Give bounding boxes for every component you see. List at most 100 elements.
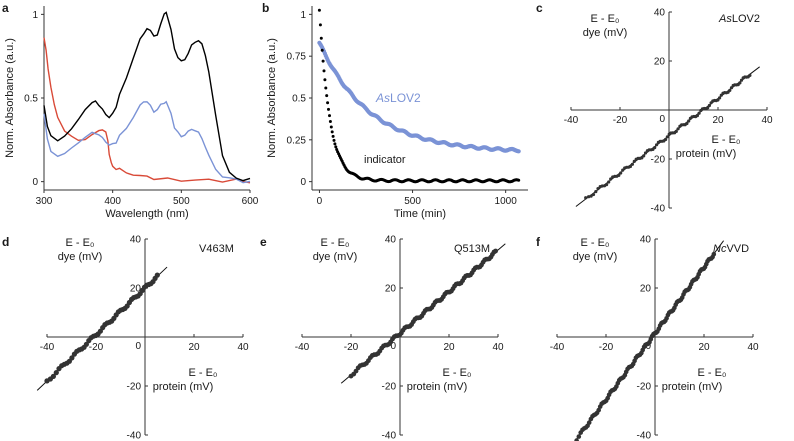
kinetics-point-indicator [326, 101, 330, 105]
kinetics-point-indicator [324, 86, 328, 90]
panel-c-xtick-label: 20 [712, 115, 724, 126]
panel-e-xtick-label: -40 [295, 342, 310, 353]
kinetics-point-indicator [317, 8, 321, 12]
panel-f-point [586, 420, 592, 425]
panel-c-point [584, 196, 588, 200]
panel-e: -40 -40 -20 -20 0 20 20 40 40 e Q513M E - E₀ dye (mV… [260, 235, 506, 441]
panel-d-point [53, 370, 59, 376]
panel-e-xtick-label: 40 [492, 342, 504, 353]
panel-a-xtick-label: 500 [173, 196, 190, 207]
panel-d-point [83, 341, 89, 347]
panel-e-ytick-label: -20 [382, 382, 397, 393]
panel-b-letter: b [262, 1, 269, 15]
kinetics-point-indicator [327, 107, 330, 111]
panel-d-ytick-label: -20 [127, 382, 142, 393]
panel-c-point [729, 86, 734, 90]
panel-c-point [674, 129, 678, 133]
panel-f-xlabel-line2: protein (mV) [662, 381, 723, 393]
panel-d-ylabel-line1: E - E₀ [65, 237, 94, 249]
panel-f-point [576, 434, 582, 439]
indicator-series-label: indicator [364, 154, 406, 166]
panel-c-point [621, 168, 625, 172]
panel-c-point [609, 177, 613, 181]
panel-f-letter: f [536, 235, 541, 249]
kinetics-point-indicator [328, 114, 331, 118]
panel-a-xlabel: Wavelength (nm) [105, 208, 188, 220]
spectrum-line-blue [43, 100, 251, 184]
kinetics-point-indicator [319, 36, 323, 40]
aslov2-label-italic: As [375, 91, 390, 105]
panel-c-point [587, 195, 591, 199]
panel-c-point [640, 156, 644, 160]
panel-e-ytick-label: 20 [385, 284, 397, 295]
panel-f-xtick-label: 40 [747, 342, 759, 353]
panel-c-point [697, 111, 701, 115]
panel-f-point [711, 251, 717, 257]
panel-e-xlabel-line2: protein (mV) [407, 381, 468, 393]
panel-f-ytick-label: 40 [640, 235, 652, 246]
panel-b-ytick-label: 0.5 [292, 94, 306, 105]
panel-f-ytick-label: 20 [640, 284, 652, 295]
panel-f-xtick-label: -40 [550, 342, 565, 353]
panel-c-point [685, 121, 689, 126]
panel-f-ylabel-line2: dye (mV) [573, 251, 618, 263]
kinetics-point-indicator [331, 134, 335, 138]
panel-d-origin-label: 0 [135, 341, 141, 352]
panel-c-protein-label: AsLOV2 [718, 13, 760, 25]
panel-e-ytick-label: 40 [385, 235, 397, 246]
panel-b: b 0 500 1000 0 0.25 0.5 0.75 1 Time (min) Norm.… [262, 1, 528, 220]
panel-c-point [617, 173, 621, 177]
panel-c-point [655, 143, 659, 147]
panel-e-letter: e [260, 235, 267, 249]
panel-c-ylabel-line2: dye (mV) [583, 27, 628, 39]
aslov2-series-label: AsLOV2 [375, 91, 421, 105]
panel-f-ylabel-line1: E - E₀ [580, 237, 609, 249]
panel-c-point [738, 81, 742, 85]
panel-a-xtick-label: 300 [36, 196, 53, 207]
panel-c-ytick-label: 20 [654, 57, 666, 68]
spectrum-line-black [43, 11, 251, 182]
panel-c-xtick-label: -40 [564, 115, 579, 126]
panel-d-ytick-label: -40 [127, 431, 142, 441]
panel-f-point [574, 438, 579, 441]
panel-f-point [596, 407, 601, 413]
panel-d-ytick-label: 40 [130, 235, 142, 246]
panel-b-xlabel: Time (min) [394, 208, 446, 220]
panel-d-xlabel-line1: E - E₀ [188, 367, 217, 379]
panel-c-point [591, 192, 596, 197]
panel-c-point [594, 190, 598, 194]
panel-c-point [589, 194, 593, 198]
kinetics-point-AsLOV2 [516, 149, 521, 154]
kinetics-point-indicator [320, 48, 324, 52]
panel-f-xtick-label: -20 [599, 342, 614, 353]
kinetics-point-indicator [325, 94, 329, 98]
panel-b-xtick-label: 500 [404, 196, 421, 207]
panel-d-point [154, 272, 160, 278]
panel-d-xtick-label: -20 [89, 342, 104, 353]
panel-c-point [728, 88, 732, 92]
kinetics-point-indicator [517, 178, 521, 182]
panel-c-point [619, 171, 623, 175]
panel-c-point [632, 159, 636, 163]
panel-f-xlabel-line1: E - E₀ [697, 367, 726, 379]
panel-c-point [664, 137, 668, 142]
kinetics-point-indicator [333, 142, 337, 146]
panel-a-xtick-label: 600 [242, 196, 259, 207]
kinetics-point-indicator [318, 23, 322, 27]
panel-c-ytick-label: -40 [651, 204, 666, 215]
panel-e-xtick-label: -20 [344, 342, 359, 353]
kinetics-point-indicator [328, 120, 332, 123]
kinetics-point-indicator [329, 125, 333, 129]
panel-e-origin-label: 0 [390, 341, 396, 352]
panel-c-point [596, 187, 600, 191]
panel-c-point [706, 106, 710, 110]
panel-c-point [718, 96, 722, 100]
panel-c-protein-italic: As [718, 13, 732, 25]
panel-f-protein-italic: Nc [713, 243, 727, 255]
panel-c-point [739, 78, 744, 82]
panel-b-ytick-label: 1 [300, 10, 306, 21]
panel-c-point [605, 183, 609, 187]
panel-c-ytick-label: -20 [651, 155, 666, 166]
panel-e-ytick-label: -40 [382, 431, 397, 441]
